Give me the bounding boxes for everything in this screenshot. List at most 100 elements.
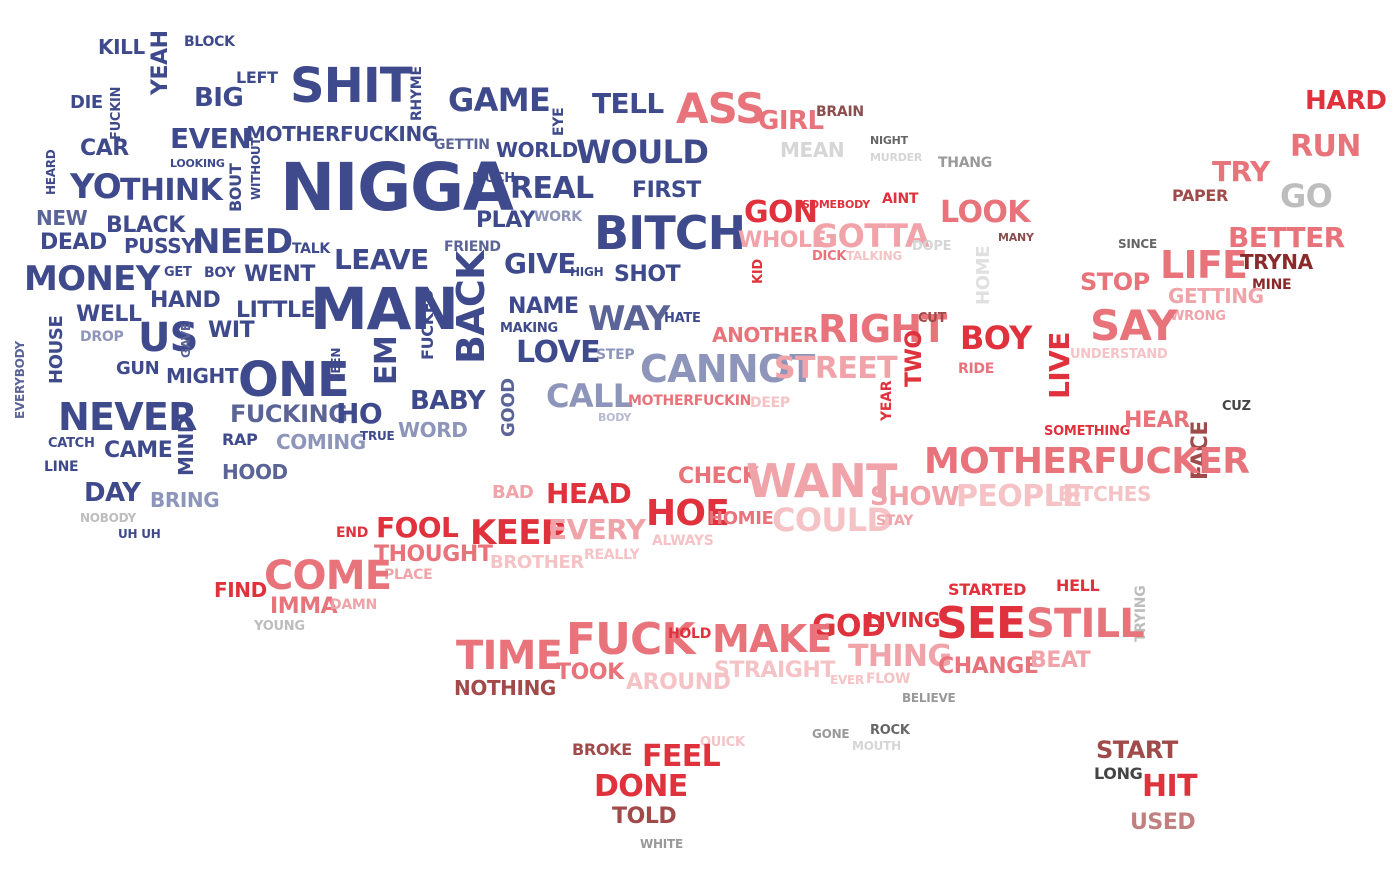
word: FUCKED <box>418 289 437 360</box>
word: PLAY <box>476 208 536 233</box>
word: BABY <box>410 386 486 416</box>
word: MUCH <box>472 171 515 186</box>
word: EM <box>369 335 404 385</box>
word: LITTLE <box>236 298 316 323</box>
word: STILL <box>1026 601 1145 647</box>
word: STRAIGHT <box>714 658 835 683</box>
word: MAKING <box>500 321 558 336</box>
word: TRUE <box>360 429 395 443</box>
word: NOBODY <box>80 511 136 525</box>
word: FIND <box>214 578 267 602</box>
word: HOUSE <box>46 315 67 384</box>
word: GOD <box>812 609 886 644</box>
word: RIGHT <box>818 307 947 351</box>
word: WORLD <box>496 138 578 162</box>
word: SHOW <box>870 482 960 512</box>
word: SOMETHING <box>1044 424 1131 439</box>
word: GOTTA <box>812 217 930 255</box>
word: NEED <box>192 222 293 262</box>
word: MOTHERFUCKIN <box>628 393 752 409</box>
word: TRYNA <box>1240 250 1313 274</box>
word: CUT <box>918 311 947 326</box>
word: ANOTHER <box>712 323 818 347</box>
word: RIDE <box>958 361 995 377</box>
word: REAL <box>510 171 594 206</box>
word: GONE <box>812 727 850 741</box>
word: WRONG <box>1170 309 1226 324</box>
word: ONE <box>238 352 350 408</box>
word: LEFT <box>236 68 278 87</box>
word: RHYME <box>409 66 425 121</box>
word: KILL <box>98 35 145 59</box>
word: WHOLE <box>738 228 827 253</box>
word: CAME <box>104 438 173 463</box>
word: BLACK <box>106 213 185 238</box>
word: LOOK <box>940 195 1031 230</box>
word: STREET <box>774 351 898 386</box>
word: FUCK <box>566 614 696 665</box>
word: BOUT <box>226 163 245 212</box>
word: SAY <box>1090 301 1177 350</box>
word: CUZ <box>1222 399 1251 414</box>
word: GIVE <box>504 247 577 280</box>
word: STEP <box>596 347 635 363</box>
word: HELL <box>1056 576 1100 595</box>
word: HOME <box>973 245 994 305</box>
word: UH UH <box>118 527 161 541</box>
word: MOTHERFUCKER <box>924 441 1250 482</box>
word: YOUNG <box>254 619 305 634</box>
word: HATE <box>664 311 701 326</box>
word: FIRST <box>632 178 701 203</box>
word: TOLD <box>612 804 677 829</box>
word: DEEP <box>750 395 790 411</box>
word: MOUTH <box>852 739 901 753</box>
word: SOMEBODY <box>802 198 871 211</box>
word: BROTHER <box>490 552 584 573</box>
word: BOY <box>204 265 236 281</box>
word: BELIEVE <box>902 691 956 705</box>
word: WELL <box>76 302 142 327</box>
word: ALWAYS <box>652 533 714 549</box>
word: MINE <box>1252 277 1292 293</box>
word: HARD <box>1305 86 1387 116</box>
word: CHANGE <box>938 654 1039 679</box>
word: GUN <box>116 358 160 379</box>
word: BITCHES <box>1058 482 1152 506</box>
word: MOTHERFUCKING <box>246 122 438 146</box>
word: GIRL <box>758 106 824 136</box>
word: NIGGA <box>280 149 514 226</box>
word: PAPER <box>1172 186 1229 205</box>
word: MIGHT <box>166 364 239 388</box>
word: FEEL <box>642 739 721 774</box>
word: QUICK <box>700 735 745 750</box>
word: NEW <box>36 206 88 230</box>
word: HOE <box>646 493 730 534</box>
word: DIE <box>70 92 103 113</box>
word: STARTED <box>948 580 1027 599</box>
word: STAY <box>876 513 914 529</box>
word: TELL <box>592 87 664 120</box>
word: GETTIN <box>434 137 490 153</box>
word: FLOW <box>866 671 911 687</box>
word: LONG <box>1094 764 1143 783</box>
word: HIGH <box>570 265 604 279</box>
word: MANY <box>998 231 1034 244</box>
word: CAR <box>80 136 129 161</box>
word: WHITE <box>640 837 683 851</box>
word: HIT <box>1142 769 1198 804</box>
word: TALK <box>292 241 330 257</box>
word: HEAR <box>1124 408 1190 433</box>
word: PUSSY <box>124 234 196 258</box>
word: BODY <box>598 411 632 424</box>
word: AROUND <box>626 670 731 695</box>
word: CALL <box>546 377 633 415</box>
word: THANG <box>938 155 992 171</box>
word: BACK <box>449 251 493 364</box>
word: PEOPLE <box>956 479 1083 514</box>
word: DICK <box>812 249 847 264</box>
word: MAN <box>310 275 459 343</box>
word: UNDERSTAND <box>1070 347 1168 362</box>
word: LINE <box>44 459 79 475</box>
word: BROKE <box>572 740 632 759</box>
